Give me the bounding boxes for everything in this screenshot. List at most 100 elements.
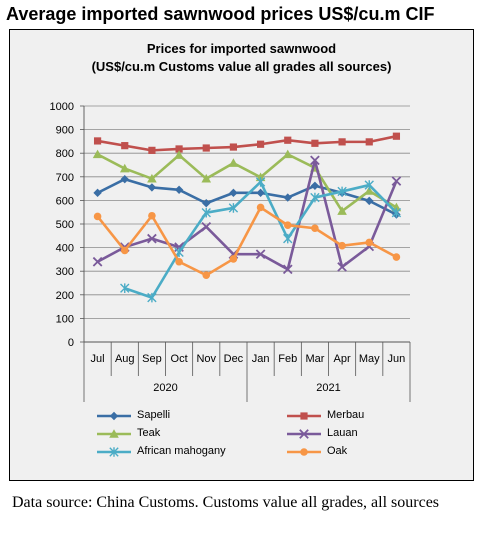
point-sapelli (256, 188, 265, 198)
y-tick-label: 600 (56, 195, 74, 207)
point-oak (120, 246, 129, 255)
legend-marker (109, 411, 119, 421)
point-lauan (391, 176, 402, 186)
x-tick-label: Mar (305, 353, 324, 365)
year-label: 2021 (316, 382, 340, 394)
x-tick-label: Nov (196, 353, 216, 365)
point-african-mahogany (228, 203, 239, 213)
point-african-mahogany (120, 283, 130, 293)
point-oak (283, 221, 292, 229)
x-tick-label: Aug (115, 353, 135, 365)
point-merbau (365, 138, 373, 146)
legend-swatch (287, 429, 321, 439)
point-sapelli (147, 183, 157, 192)
point-teak (119, 163, 130, 173)
point-sapelli (365, 196, 374, 206)
point-oak (392, 253, 401, 261)
point-oak (175, 257, 183, 266)
y-tick-label: 0 (68, 337, 74, 349)
x-tick-label: Jun (388, 353, 406, 365)
y-tick-label: 100 (56, 313, 74, 325)
point-teak (228, 158, 239, 167)
point-teak (337, 206, 347, 215)
year-label: 2020 (153, 382, 177, 394)
legend-label: Sapelli (137, 409, 171, 421)
point-teak (174, 150, 184, 159)
point-lauan (310, 155, 320, 166)
legend-marker (300, 448, 308, 456)
legend-marker (300, 412, 308, 420)
point-african-mahogany (310, 192, 320, 203)
series-line-oak (96, 206, 398, 277)
point-merbau (175, 145, 183, 153)
chart-title-block: Prices for imported sawnwood (US$/cu.m C… (9, 40, 474, 76)
legend-label: African mahogany (137, 445, 226, 457)
point-lauan (282, 264, 293, 275)
point-lauan (92, 256, 103, 267)
legend-label: Merbau (327, 409, 365, 421)
point-african-mahogany (283, 233, 293, 244)
point-merbau (148, 146, 156, 154)
x-tick-label: Sep (142, 353, 162, 365)
y-tick-label: 800 (56, 148, 74, 160)
point-african-mahogany (147, 292, 157, 303)
point-sapelli (229, 188, 238, 198)
legend-swatch (97, 429, 131, 438)
point-sapelli (120, 174, 129, 184)
point-oak (365, 238, 374, 247)
point-lauan (147, 233, 157, 244)
legend-label: Lauan (327, 427, 358, 439)
series-line-sapelli (96, 177, 398, 216)
legend-swatch (97, 411, 131, 421)
point-oak (93, 212, 102, 221)
y-tick-label: 300 (56, 266, 74, 278)
point-merbau (229, 143, 238, 151)
x-tick-label: May (359, 353, 380, 365)
point-sapelli (202, 199, 211, 208)
legend-swatch (97, 447, 131, 457)
point-merbau (202, 144, 210, 152)
point-oak (202, 271, 211, 280)
point-oak (256, 203, 265, 212)
page-heading: Average imported sawnwood prices US$/cu.… (6, 4, 435, 24)
x-tick-label: Dec (224, 353, 244, 365)
point-sapelli (310, 181, 320, 190)
legend-marker (299, 429, 309, 439)
x-tick-label: Feb (278, 353, 297, 365)
y-tick-label: 1000 (50, 101, 74, 113)
x-tick-label: Apr (334, 353, 351, 365)
point-african-mahogany (255, 177, 266, 187)
x-tick-label: Oct (171, 353, 188, 365)
chart-subtitle: (US$/cu.m Customs value all grades all s… (91, 59, 392, 74)
legend-label: Oak (327, 445, 348, 457)
x-tick-label: Jul (91, 353, 105, 365)
point-teak (364, 186, 375, 195)
point-teak (282, 149, 293, 159)
chart-title: Prices for imported sawnwood (146, 41, 337, 56)
point-teak (92, 149, 103, 159)
legend-label: Teak (137, 427, 161, 439)
point-african-mahogany (337, 186, 347, 197)
point-oak (338, 241, 346, 250)
y-tick-label: 700 (56, 172, 74, 184)
point-oak (229, 255, 238, 263)
point-sapelli (174, 185, 184, 194)
point-lauan (201, 221, 212, 232)
point-merbau (392, 132, 401, 140)
source-note: Data source: China Customs. Customs valu… (12, 494, 440, 511)
chart-legend: Sapelli Merbau Teak Lauan African mahogany Oa… (95, 407, 425, 467)
y-tick-label: 900 (56, 125, 74, 137)
y-tick-label: 400 (56, 243, 74, 255)
point-merbau (311, 139, 319, 147)
point-merbau (121, 142, 129, 150)
point-lauan (255, 249, 266, 260)
point-sapelli (283, 193, 292, 202)
legend-swatch (287, 448, 321, 456)
series-line-merbau (97, 134, 397, 152)
legend-marker (109, 447, 119, 457)
point-merbau (284, 136, 292, 144)
point-lauan (337, 262, 347, 272)
point-oak (311, 224, 319, 233)
point-sapelli (93, 188, 102, 198)
